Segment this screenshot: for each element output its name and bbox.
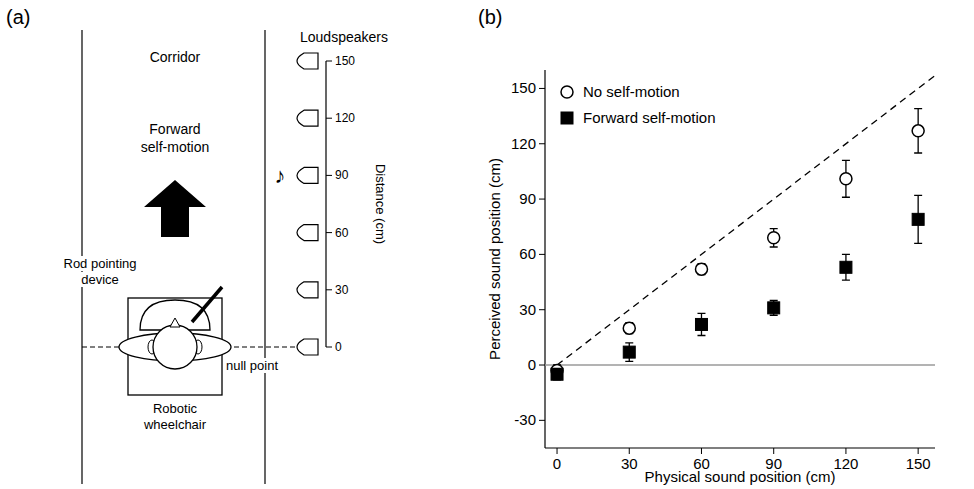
y-tick [539,88,545,89]
y-tick [539,420,545,421]
distance-tick [326,118,332,119]
text-background [79,272,121,287]
y-axis [544,70,545,448]
distance-tick-label: 60 [335,226,349,240]
loudspeaker [297,282,318,298]
x-tick-label: 0 [553,455,561,472]
data-point [623,322,635,334]
legend-label: Forward self-motion [583,109,716,126]
wheelchair-label: Robotic [153,401,198,416]
y-tick [539,365,545,366]
figure: (a) Corridor Forward self-motion 0 30 60 90 120 1… [0,0,974,489]
y-tick-label: -30 [514,411,536,428]
distance-tick [326,175,332,176]
legend-label: No self-motion [583,83,680,100]
rod-label: Rod pointing [64,256,137,271]
y-tick-label: 90 [519,190,536,207]
panel-label: (a) [6,6,30,28]
sound-note: ♪ [275,163,286,188]
nose [170,318,180,327]
line-series [557,76,935,365]
corridor-wall [264,30,265,484]
data-point [695,318,707,330]
x-tick-label: 30 [621,455,638,472]
panel-label: (b) [478,6,502,28]
distance-tick-label: 120 [335,111,355,125]
text-background [62,256,139,271]
y-tick-label: 0 [528,356,536,373]
data-point [840,173,852,185]
motion-label-group: Forward self-motion [141,121,209,155]
null-point-label: null point [226,358,278,373]
head [153,325,197,369]
x-tick [845,448,846,454]
distance-tick [326,289,332,290]
data-point [840,261,852,273]
corridor-label: Corridor [150,49,201,65]
y-tick-label: 150 [511,79,536,96]
loudspeaker [297,110,318,126]
data-point [768,232,780,244]
rod-label: device [81,272,119,287]
distance-tick-label: 150 [335,54,355,68]
x-tick [918,448,919,454]
y-axis-title: Perceived sound position (cm) [486,158,503,360]
x-tick [773,448,774,454]
distance-axis [325,61,326,347]
y-tick-label: 30 [519,301,536,318]
x-tick-label: 120 [833,455,858,472]
distance-tick-label: 0 [335,340,342,354]
legend-marker [561,86,573,98]
x-axis-title: Physical sound position (cm) [645,468,836,485]
loudspeaker [297,339,318,355]
y-tick [539,143,545,144]
y-tick-label: 60 [519,245,536,262]
x-tick [557,448,558,454]
rod-label-group: Rod pointingdevice [62,256,139,287]
data-point [551,368,563,380]
wheelchair-label: wheelchair [143,417,207,432]
loudspeakers-label: Loudspeakers [300,29,388,45]
plot-marks [545,76,935,381]
data-point [912,125,924,137]
x-axis [545,447,935,448]
legend-marker [561,112,573,124]
line-series [545,364,935,365]
x-tick [629,448,630,454]
x-tick [701,448,702,454]
data-point [768,302,780,314]
y-tick [539,199,545,200]
distance-tick [326,232,332,233]
text-background [224,358,280,373]
data-point [912,213,924,225]
y-tick [539,309,545,310]
wheelchair-label-group: Roboticwheelchair [143,401,207,432]
motion-label: Forward [149,121,200,137]
loudspeaker [297,167,318,183]
x-tick-label: 150 [906,455,931,472]
distance-tick [326,61,332,62]
loudspeaker [297,53,318,69]
y-tick [539,254,545,255]
distance-tick-label: 30 [335,283,349,297]
distance-axis-title: Distance (cm) [373,164,388,244]
distance-tick [326,347,332,348]
distance-tick-label: 90 [335,168,349,182]
loudspeaker [297,225,318,241]
motion-arrow [144,180,206,237]
rod [192,287,222,322]
y-tick-label: 120 [511,135,536,152]
motion-label: self-motion [141,139,209,155]
data-point [623,346,635,358]
data-point [695,263,707,275]
